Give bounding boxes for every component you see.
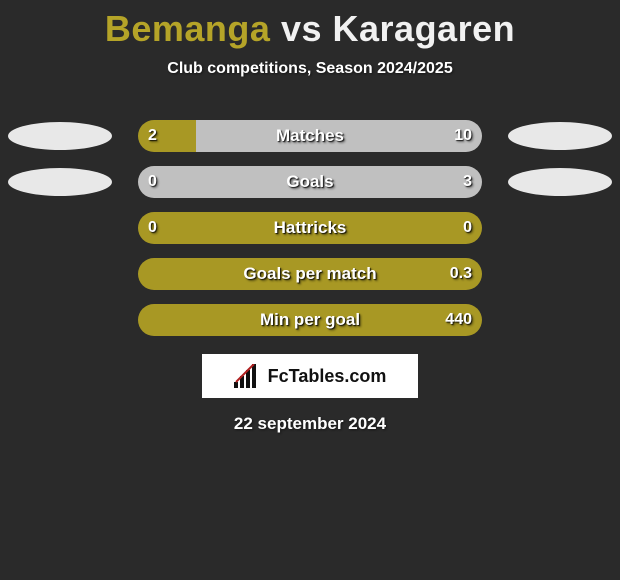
stat-value-left: 0 (148, 212, 157, 244)
player-b-badge (508, 168, 612, 196)
stat-bar-left (138, 212, 482, 244)
player-b-badge (508, 122, 612, 150)
player-b-name: Karagaren (333, 8, 516, 49)
stat-bar (138, 304, 482, 336)
stat-value-right: 3 (463, 166, 472, 198)
player-a-badge (8, 168, 112, 196)
date-text: 22 september 2024 (0, 414, 620, 434)
stat-bar-left (138, 304, 482, 336)
stat-value-right: 440 (445, 304, 472, 336)
stat-bar (138, 212, 482, 244)
stat-value-left: 0 (148, 166, 157, 198)
subtitle: Club competitions, Season 2024/2025 (0, 60, 620, 78)
comparison-chart: 210Matches03Goals00Hattricks0.3Goals per… (0, 120, 620, 434)
stat-value-right: 0 (463, 212, 472, 244)
stat-bar-left (138, 120, 196, 152)
stat-bar (138, 166, 482, 198)
player-a-badge (8, 122, 112, 150)
brand-text: FcTables.com (268, 366, 387, 387)
metric-row: 0.3Goals per match (0, 258, 620, 290)
stat-bar-right (138, 166, 482, 198)
stat-value-right: 10 (454, 120, 472, 152)
stat-bar (138, 258, 482, 290)
metric-row: 00Hattricks (0, 212, 620, 244)
player-a-name: Bemanga (105, 8, 271, 49)
brand-badge: FcTables.com (202, 354, 418, 398)
metric-row: 440Min per goal (0, 304, 620, 336)
vs-text: vs (281, 8, 322, 49)
page-title: Bemanga vs Karagaren (0, 0, 620, 50)
metric-row: 210Matches (0, 120, 620, 152)
metric-row: 03Goals (0, 166, 620, 198)
stat-bar-left (138, 258, 482, 290)
bars-icon (234, 364, 264, 388)
stat-bar (138, 120, 482, 152)
stat-value-right: 0.3 (450, 258, 472, 290)
stat-value-left: 2 (148, 120, 157, 152)
stat-bar-right (196, 120, 482, 152)
